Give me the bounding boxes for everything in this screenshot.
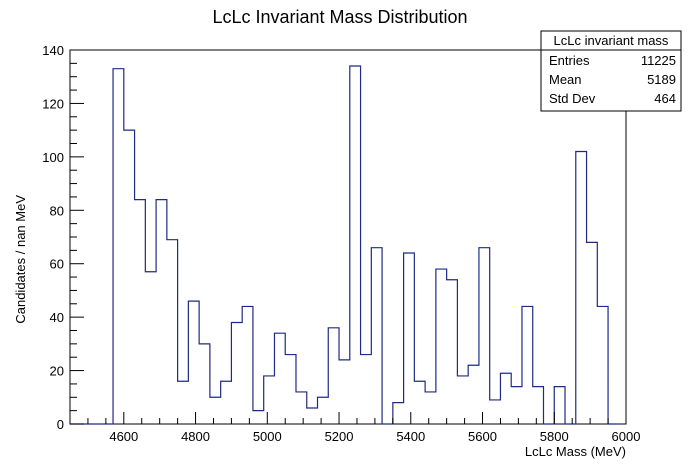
x-tick-label: 6000: [612, 429, 641, 444]
x-tick-label: 5600: [468, 429, 497, 444]
y-axis-ticks: 0 20 40 60 80 100 120 140: [42, 43, 84, 432]
x-axis-ticks: 4600 4800 5000 5200 5400 5600 5800 6000: [87, 412, 641, 444]
x-tick-label: 5200: [325, 429, 354, 444]
stats-box-frame: [540, 30, 682, 112]
stats-mean-label: Mean: [549, 72, 582, 87]
stats-stddev-label: Std Dev: [549, 91, 596, 106]
y-tick-label: 100: [42, 150, 64, 165]
stats-entries-value: 11225: [641, 53, 676, 68]
x-tick-label: 5400: [396, 429, 425, 444]
stats-box-title: LcLc invariant mass: [554, 33, 669, 48]
stats-stddev-value: 464: [654, 91, 676, 106]
y-tick-label: 60: [50, 257, 64, 272]
stats-box: LcLc invariant mass Entries 11225 Mean 5…: [540, 30, 682, 112]
x-tick-label: 4600: [109, 429, 138, 444]
y-tick-label: 20: [50, 364, 64, 379]
x-tick-label: 5000: [253, 429, 282, 444]
y-tick-label: 40: [50, 310, 64, 325]
y-tick-label: 80: [50, 203, 64, 218]
chart-title: LcLc Invariant Mass Distribution: [212, 7, 467, 27]
y-tick-label: 0: [57, 417, 64, 432]
y-tick-label: 140: [42, 43, 64, 58]
stats-entries-label: Entries: [549, 53, 590, 68]
histogram-series: [70, 65, 619, 425]
x-tick-label: 4800: [181, 429, 210, 444]
histogram-line: [70, 65, 619, 425]
x-tick-label: 5800: [540, 429, 569, 444]
x-axis-label: LcLc Mass (MeV): [525, 444, 626, 459]
y-tick-label: 120: [42, 96, 64, 111]
y-axis-label: Candidates / nan MeV: [13, 195, 28, 324]
stats-mean-value: 5189: [647, 72, 676, 87]
